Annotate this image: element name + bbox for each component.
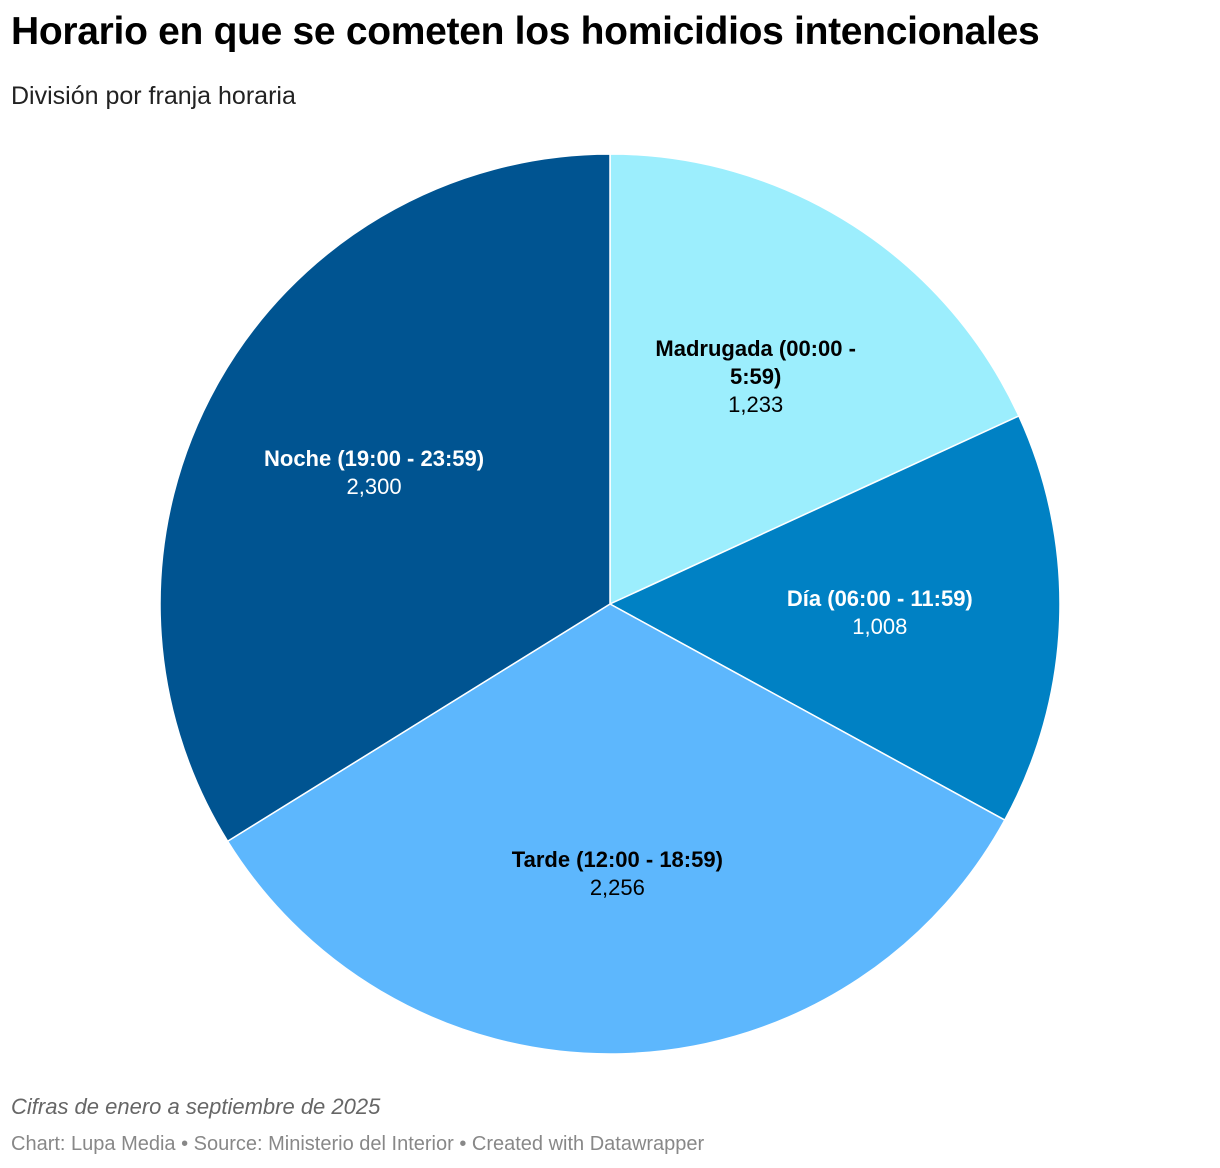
- chart-subtitle: División por franja horaria: [11, 82, 296, 110]
- pie-label-value: 1,233: [728, 391, 784, 417]
- pie-slice-tarde: [226, 603, 1006, 1055]
- pie-label-name: Día (06:00 - 11:59): [786, 586, 973, 612]
- pie-label-name: Tarde (12:00 - 18:59): [511, 846, 723, 872]
- pie-label-name: Madrugada (00:00 - 5:59): [655, 335, 856, 389]
- pie-label-madrugada: Madrugada (00:00 - 5:59) 1,233: [636, 335, 876, 419]
- pie-label-value: 1,008: [852, 614, 908, 640]
- pie-chart-svg: [159, 153, 1061, 1055]
- pie-slice-dia: [608, 415, 1061, 822]
- chart-title: Horario en que se cometen los homicidios…: [11, 10, 1040, 53]
- pie-label-value: 2,256: [589, 874, 645, 900]
- chart-credits: Chart: Lupa Media • Source: Ministerio d…: [11, 1133, 705, 1155]
- pie-chart: Madrugada (00:00 - 5:59) 1,233 Día (06:00 …: [0, 140, 1220, 1070]
- pie-slice-noche: [159, 153, 611, 843]
- chart-note: Cifras de enero a septiembre de 2025: [11, 1094, 381, 1119]
- pie-label-dia: Día (06:00 - 11:59) 1,008: [787, 585, 973, 641]
- pie-label-tarde: Tarde (12:00 - 18:59) 2,256: [512, 846, 723, 902]
- pie-label-value: 2,300: [346, 473, 402, 499]
- pie-slice-madrugada: [609, 153, 1020, 606]
- pie-label-name: Noche (19:00 - 23:59): [264, 445, 485, 471]
- pie-label-noche: Noche (19:00 - 23:59) 2,300: [264, 445, 484, 501]
